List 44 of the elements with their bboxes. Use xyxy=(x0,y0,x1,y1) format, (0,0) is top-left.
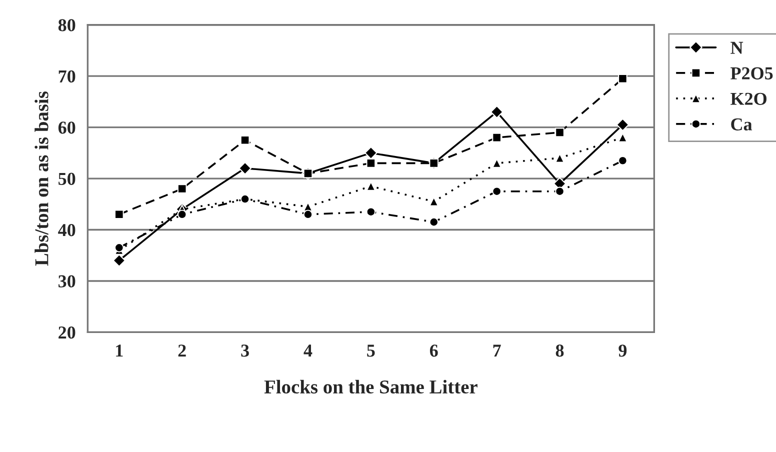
point xyxy=(618,74,628,84)
x-tick-label: 4 xyxy=(304,344,312,357)
x-tick-label: 2 xyxy=(178,344,186,357)
point xyxy=(616,118,630,132)
point xyxy=(114,210,124,220)
point xyxy=(303,210,313,220)
y-tick-label: 60 xyxy=(58,122,76,134)
y-tick-label: 20 xyxy=(58,326,76,339)
x-tick-label: 7 xyxy=(493,344,501,357)
x-axis-title: Flocks on the Same Litter xyxy=(264,380,478,394)
x-tick-label: 1 xyxy=(116,344,123,357)
point xyxy=(555,128,564,138)
point xyxy=(240,135,250,145)
point xyxy=(177,184,187,194)
point xyxy=(618,156,628,166)
y-axis-title: Lbs/ton on as is basis xyxy=(34,91,48,266)
y-tick-label: 50 xyxy=(58,172,76,185)
point xyxy=(238,162,252,175)
y-tick-label: 70 xyxy=(58,70,76,83)
y-tick-label: 40 xyxy=(58,224,76,236)
y-tick-label: 30 xyxy=(58,275,76,288)
point xyxy=(114,243,124,252)
point xyxy=(112,254,126,267)
point xyxy=(555,186,564,196)
x-tick-label: 3 xyxy=(241,344,249,357)
point xyxy=(429,158,439,168)
x-tick-label: 5 xyxy=(367,344,375,357)
point xyxy=(429,217,439,227)
point xyxy=(492,186,502,196)
point xyxy=(364,146,378,160)
point xyxy=(490,106,504,118)
point xyxy=(366,207,376,217)
point xyxy=(492,132,502,142)
x-tick-label: 8 xyxy=(556,344,564,357)
y-tick-label: 80 xyxy=(58,19,76,32)
legend-label: Ca xyxy=(731,118,752,130)
point xyxy=(366,182,376,191)
x-tick-label: 9 xyxy=(618,344,627,357)
legend-label: K2O xyxy=(730,92,766,105)
x-tick-label: 6 xyxy=(430,344,438,357)
point xyxy=(366,158,376,168)
legend-label: N xyxy=(730,42,744,54)
point xyxy=(177,210,187,220)
legend-label: P2O5 xyxy=(730,67,773,80)
